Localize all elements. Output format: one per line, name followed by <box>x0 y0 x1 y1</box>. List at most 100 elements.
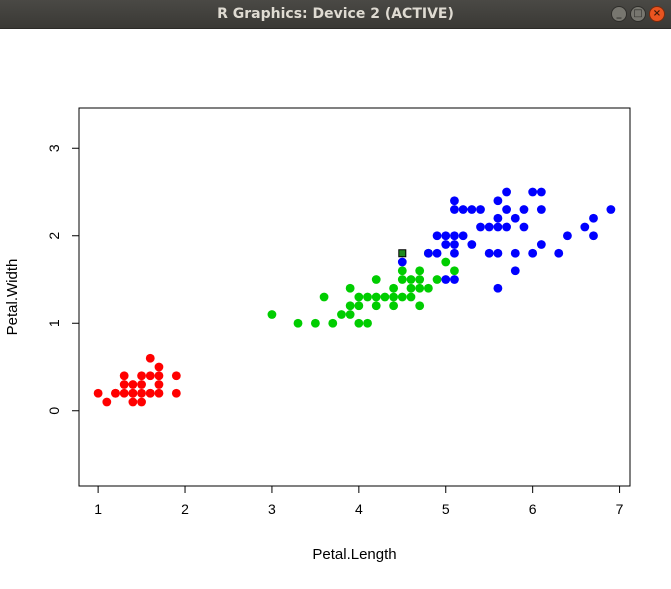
data-point <box>563 231 572 241</box>
y-axis-label: Petal.Width <box>4 259 21 336</box>
data-point <box>345 283 355 293</box>
data-point <box>345 310 355 319</box>
close-icon[interactable]: × <box>649 6 665 22</box>
data-point <box>450 240 459 249</box>
data-point <box>502 187 511 197</box>
data-point <box>528 187 538 197</box>
data-point <box>267 310 277 319</box>
data-point <box>536 240 546 249</box>
x-tick-label: 3 <box>268 501 276 517</box>
data-point <box>293 318 303 328</box>
data-point <box>145 371 155 381</box>
maximize-icon[interactable]: □ <box>630 6 646 22</box>
data-point <box>111 388 120 398</box>
data-point <box>154 380 164 389</box>
data-point <box>171 388 181 398</box>
data-point <box>171 371 181 381</box>
x-tick-label: 4 <box>355 501 363 517</box>
data-point <box>450 231 459 241</box>
minimize-icon[interactable]: _ <box>611 6 627 22</box>
highlight-point <box>398 249 407 258</box>
data-point <box>450 205 459 214</box>
window-titlebar[interactable]: R Graphics: Device 2 (ACTIVE) _ □ × <box>0 0 671 29</box>
data-point <box>441 240 451 249</box>
data-point <box>415 275 425 284</box>
data-point <box>397 266 407 276</box>
x-tick-label: 2 <box>181 501 189 517</box>
data-point <box>536 205 546 214</box>
data-point <box>493 283 503 293</box>
data-points <box>93 187 616 407</box>
data-point <box>458 231 468 241</box>
data-point <box>423 283 433 293</box>
x-axis-label: Petal.Length <box>312 546 396 563</box>
data-point <box>441 275 451 284</box>
y-tick-label: 2 <box>46 232 62 240</box>
data-point <box>137 388 146 398</box>
x-tick-label: 1 <box>94 501 102 517</box>
data-point <box>128 380 138 389</box>
data-point <box>580 222 590 232</box>
data-point <box>589 231 598 241</box>
data-point <box>371 275 381 284</box>
data-point <box>467 240 477 249</box>
data-point <box>397 292 407 302</box>
data-point <box>145 353 155 363</box>
data-point <box>510 266 520 276</box>
data-point <box>415 283 425 293</box>
data-point <box>154 371 164 381</box>
data-point <box>493 248 503 258</box>
data-point <box>415 266 425 276</box>
scatter-plot: 1 2 3 4 5 6 7 0 1 2 3 Petal.Length Petal.Width <box>4 107 631 563</box>
data-point <box>502 222 511 232</box>
data-point <box>450 275 459 284</box>
data-point <box>145 388 155 398</box>
data-point <box>493 196 503 206</box>
window-title: R Graphics: Device 2 (ACTIVE) <box>217 6 454 22</box>
data-point <box>493 222 503 232</box>
data-point <box>415 301 425 311</box>
data-point <box>119 388 129 398</box>
data-point <box>363 292 372 302</box>
data-point <box>363 318 372 328</box>
data-point <box>406 275 416 284</box>
data-point <box>476 205 485 214</box>
data-point <box>432 231 442 241</box>
data-point <box>606 205 616 214</box>
data-point <box>406 292 416 302</box>
data-point <box>137 380 146 389</box>
data-point <box>337 310 346 319</box>
data-point <box>528 248 538 258</box>
data-point <box>423 248 433 258</box>
data-point <box>93 388 103 398</box>
data-point <box>493 213 503 223</box>
data-point <box>354 301 364 311</box>
data-point <box>441 231 451 241</box>
y-tick-label: 3 <box>46 144 62 152</box>
y-tick-label: 1 <box>46 319 62 327</box>
data-point <box>536 187 546 197</box>
data-point <box>450 266 459 276</box>
data-point <box>371 301 381 311</box>
data-point <box>432 275 442 284</box>
y-tick-label: 0 <box>46 407 62 415</box>
data-point <box>154 362 164 372</box>
data-point <box>389 292 399 302</box>
data-point <box>319 292 329 302</box>
data-point <box>345 301 355 311</box>
data-point <box>154 388 164 398</box>
data-point <box>102 397 112 407</box>
data-point <box>119 371 129 381</box>
data-point <box>389 283 399 293</box>
graphics-canvas: 1 2 3 4 5 6 7 0 1 2 3 Petal.Length Petal.Width <box>0 29 671 585</box>
data-point <box>484 222 494 232</box>
data-point <box>128 388 138 398</box>
data-point <box>328 318 338 328</box>
data-point <box>380 292 390 302</box>
data-point <box>310 318 320 328</box>
data-point <box>519 205 529 214</box>
data-point <box>432 248 442 258</box>
data-point <box>397 275 407 284</box>
data-point <box>502 205 511 214</box>
data-point <box>510 248 520 258</box>
